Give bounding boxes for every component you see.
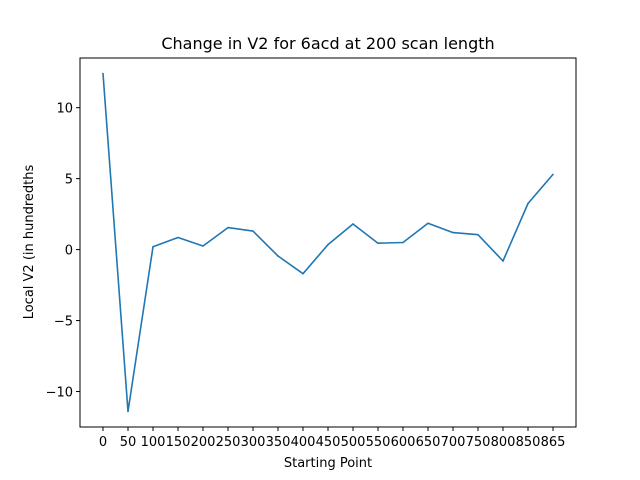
x-tick-label: 450 bbox=[316, 435, 341, 450]
data-point bbox=[177, 236, 179, 239]
y-tick-label: −10 bbox=[46, 386, 73, 401]
data-point bbox=[402, 241, 404, 244]
y-axis-label: Local V2 (in hundredths bbox=[22, 164, 37, 319]
x-tick-label: 0 bbox=[99, 435, 107, 450]
x-tick-label: 350 bbox=[266, 435, 291, 450]
data-point bbox=[427, 222, 429, 225]
x-tick-label: 850 bbox=[516, 435, 541, 450]
x-axis-label: Starting Point bbox=[284, 456, 372, 471]
x-tick-label: 650 bbox=[416, 435, 441, 450]
data-point bbox=[527, 202, 529, 205]
y-tick-label: 0 bbox=[65, 244, 73, 259]
x-tick-label: 300 bbox=[241, 435, 266, 450]
data-point bbox=[127, 410, 129, 413]
x-tick-label: 150 bbox=[166, 435, 191, 450]
x-tick-label: 100 bbox=[141, 435, 166, 450]
x-axis: 0 50 100 150 200 250 300 350 400 450 500 550 600 650 7… bbox=[99, 427, 566, 450]
data-point bbox=[252, 230, 254, 232]
data-point bbox=[452, 231, 454, 234]
data-point bbox=[277, 255, 279, 257]
x-tick-label: 50 bbox=[120, 435, 137, 450]
x-tick-label: 800 bbox=[491, 435, 516, 450]
y-tick-label: 5 bbox=[65, 173, 73, 188]
y-axis: −10 −5 0 5 10 bbox=[46, 102, 80, 401]
data-point bbox=[352, 223, 354, 225]
data-point bbox=[202, 245, 204, 247]
data-point bbox=[152, 245, 154, 248]
data-point bbox=[102, 72, 104, 75]
y-tick-label: −5 bbox=[54, 315, 73, 330]
x-tick-label: 250 bbox=[216, 435, 241, 450]
data-point bbox=[552, 173, 554, 176]
data-point bbox=[377, 242, 379, 245]
x-tick-label: 600 bbox=[391, 435, 416, 450]
y-tick-label: 10 bbox=[56, 102, 73, 117]
x-tick-label: 400 bbox=[291, 435, 316, 450]
data-point bbox=[477, 233, 479, 236]
x-tick-label: 865 bbox=[541, 435, 566, 450]
data-point bbox=[502, 260, 504, 262]
x-tick-label: 700 bbox=[441, 435, 466, 450]
x-tick-label: 500 bbox=[341, 435, 366, 450]
x-tick-label: 550 bbox=[366, 435, 391, 450]
x-tick-label: 750 bbox=[466, 435, 491, 450]
x-tick-label: 200 bbox=[191, 435, 216, 450]
data-point bbox=[302, 272, 304, 275]
plot-area bbox=[79, 57, 577, 428]
data-point bbox=[327, 243, 329, 246]
data-point bbox=[227, 226, 229, 229]
chart-title: Change in V2 for 6acd at 200 scan length bbox=[161, 34, 494, 53]
data-points bbox=[102, 72, 554, 413]
